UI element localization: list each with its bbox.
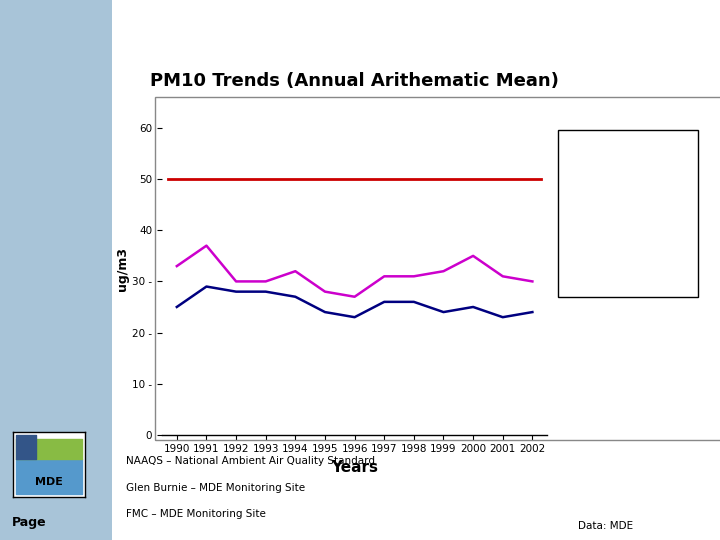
- Text: MDE: MDE: [35, 477, 63, 487]
- Y-axis label: ug/m3: ug/m3: [117, 247, 130, 291]
- Text: Glen Burnie – MDE Monitoring Site: Glen Burnie – MDE Monitoring Site: [126, 483, 305, 494]
- Text: Page: Page: [12, 516, 46, 529]
- Text: NAAQS – National Ambient Air Quality Standard: NAAQS – National Ambient Air Quality Sta…: [126, 456, 375, 467]
- Text: Data: MDE: Data: MDE: [578, 521, 634, 531]
- Text: Glen Burnie: Glen Burnie: [611, 145, 684, 158]
- Text: FMC – MDE Monitoring Site: FMC – MDE Monitoring Site: [126, 509, 266, 519]
- Text: FMC: FMC: [611, 210, 637, 222]
- X-axis label: Years: Years: [331, 460, 378, 475]
- Text: NAAQS: NAAQS: [611, 269, 655, 282]
- Title: PM10 Trends (Annual Arithematic Mean): PM10 Trends (Annual Arithematic Mean): [150, 72, 559, 90]
